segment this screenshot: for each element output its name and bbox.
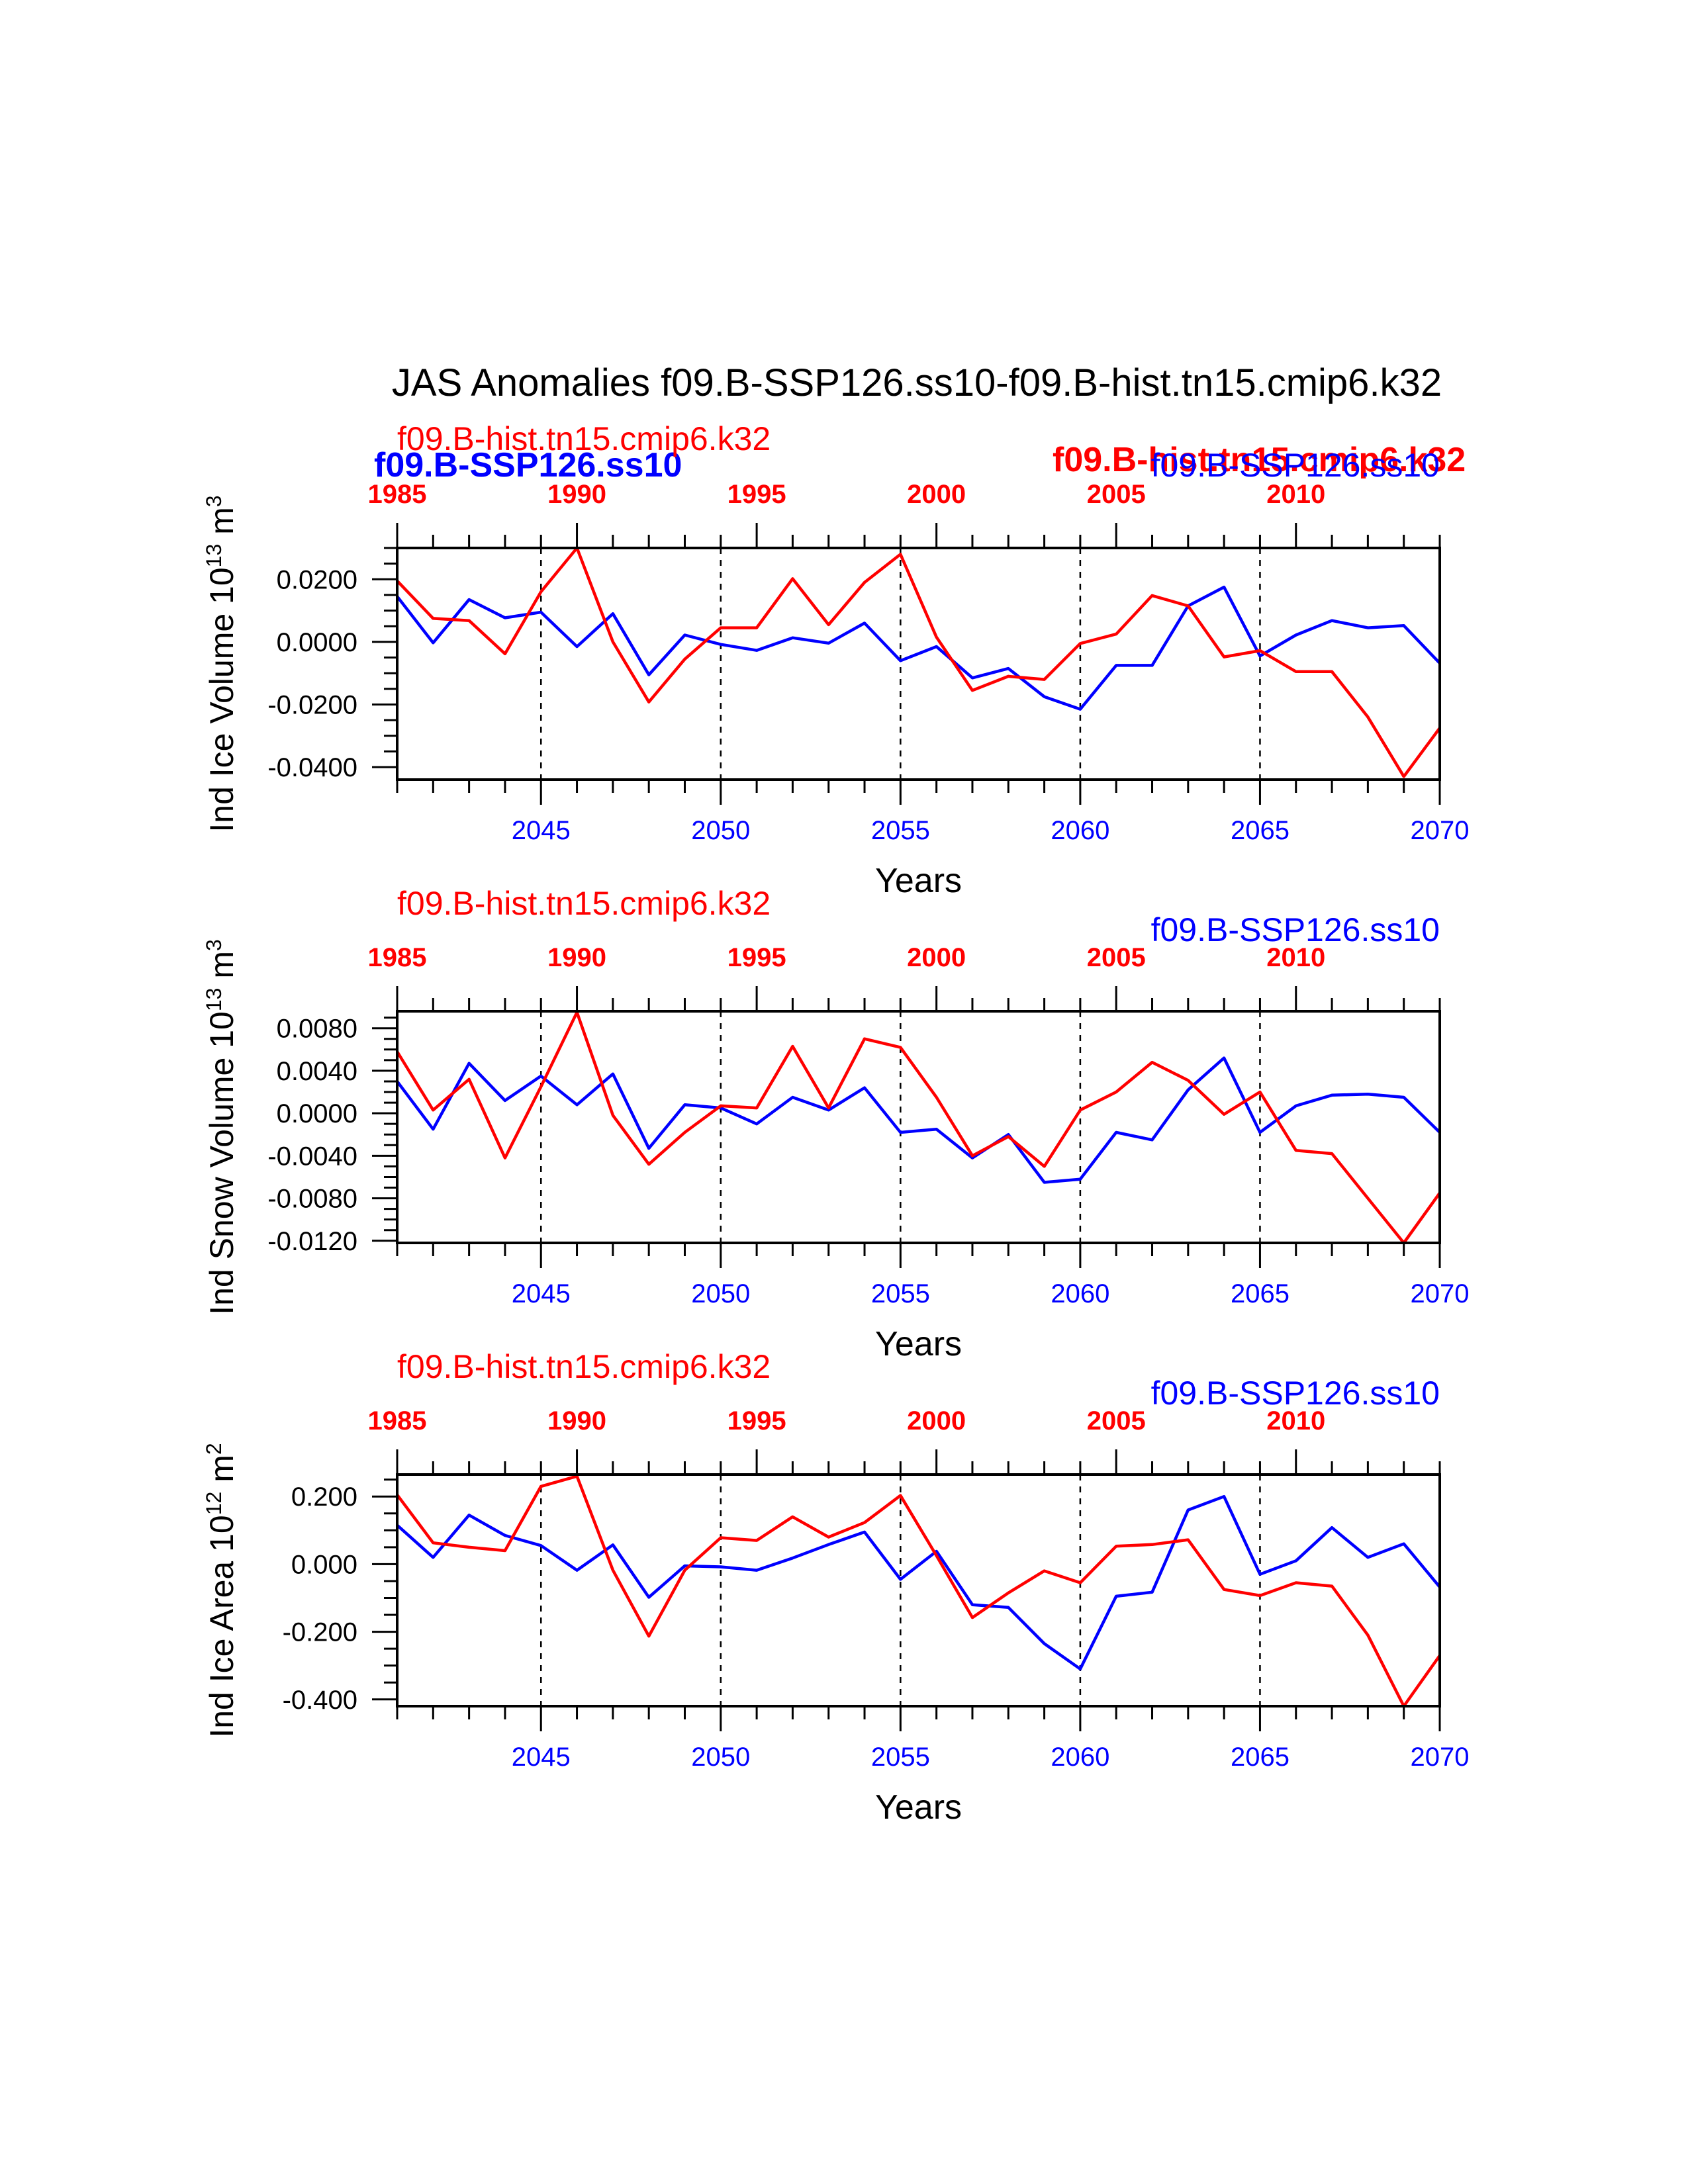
y-tick-label: -0.0040 — [267, 1142, 357, 1171]
top-x-tick-label: 1985 — [368, 1406, 427, 1435]
y-axis-label-unit: m — [203, 1455, 240, 1492]
hist-series-title: f09.B-hist.tn15.cmip6.k32 — [397, 885, 771, 922]
top-x-tick-label: 2000 — [907, 1406, 966, 1435]
top-x-tick-label: 2005 — [1087, 1406, 1146, 1435]
plot-frame — [396, 547, 1441, 781]
x-tick-label: 2070 — [1411, 1743, 1470, 1772]
series-line-ssp — [396, 1056, 1441, 1184]
top-x-tick-label: 1995 — [727, 1406, 786, 1435]
y-axis-label-main: Ind Ice Area 10 — [203, 1515, 240, 1737]
series-line-hist — [396, 1011, 1441, 1245]
y-tick-label: -0.0120 — [267, 1227, 357, 1256]
x-tick-label: 2065 — [1231, 816, 1289, 845]
x-tick-label: 2055 — [871, 816, 930, 845]
y-tick-label: 0.0080 — [277, 1015, 357, 1044]
series-line-hist — [396, 546, 1441, 778]
top-x-tick-label: 2000 — [907, 480, 966, 509]
top-x-tick-label: 2010 — [1266, 480, 1325, 509]
series-line-hist — [396, 1475, 1441, 1708]
y-axis-label-unit: m — [203, 951, 240, 988]
y-axis-label: Ind Ice Area 1012 m2 — [202, 1443, 240, 1737]
panel-ice-volume: 2045 2050 2055 2060 2065 2070 1985 1990 1995 2000… — [202, 420, 1469, 900]
hist-series-title: f09.B-hist.tn15.cmip6.k32 — [397, 420, 771, 457]
ssp-series-title: f09.B-SSP126.ss10 — [1151, 1375, 1440, 1412]
y-axis-label: Ind Ice Volume 1013 m3 — [202, 495, 240, 832]
y-tick-label: 0.0000 — [277, 628, 357, 657]
x-axis-label: Years — [875, 1325, 962, 1363]
x-tick-label: 2055 — [871, 1743, 930, 1772]
y-axis-label-exponent: 12 — [202, 1492, 226, 1516]
y-axis-label-main: Ind Ice Volume 10 — [203, 567, 240, 832]
top-x-tick-label: 2010 — [1266, 1406, 1325, 1435]
x-tick-label: 2055 — [871, 1279, 930, 1308]
top-x-tick-label: 2005 — [1087, 480, 1146, 509]
y-axis-label-exponent: 13 — [202, 988, 226, 1012]
hist-series-title: f09.B-hist.tn15.cmip6.k32 — [397, 1348, 771, 1385]
x-tick-label: 2060 — [1051, 816, 1109, 845]
x-tick-label: 2045 — [512, 816, 571, 845]
top-x-tick-label: 1990 — [547, 1406, 606, 1435]
x-axis-label: Years — [875, 862, 962, 900]
y-tick-label: -0.400 — [283, 1686, 357, 1715]
top-x-tick-label: 2010 — [1266, 943, 1325, 972]
top-x-tick-label: 1995 — [727, 943, 786, 972]
x-tick-label: 2070 — [1411, 816, 1470, 845]
ssp-series-title: f09.B-SSP126.ss10 — [1151, 447, 1440, 484]
overlap-labels: f09.B-SSP126.ss10 f09.B-hist.tn15.cmip6.… — [374, 441, 1466, 484]
top-x-tick-label: 2000 — [907, 943, 966, 972]
y-axis-label-unit-exponent: 3 — [202, 495, 226, 507]
y-tick-label: 0.0200 — [277, 565, 357, 594]
y-axis-label-unit-exponent: 3 — [202, 939, 226, 951]
y-tick-label: 0.0000 — [277, 1099, 357, 1128]
y-axis-label-unit: m — [203, 507, 240, 544]
y-tick-label: 0.0040 — [277, 1057, 357, 1086]
ssp-label-overlap-left: f09.B-SSP126.ss10 — [374, 446, 682, 484]
top-x-tick-label: 1990 — [547, 480, 606, 509]
x-tick-label: 2065 — [1231, 1743, 1289, 1772]
y-axis-label: Ind Snow Volume 1013 m3 — [202, 939, 240, 1315]
y-tick-label: 0.000 — [291, 1550, 357, 1579]
series-line-ssp — [396, 1494, 1441, 1671]
y-axis-label-exponent: 13 — [202, 544, 226, 568]
y-axis-label-main: Ind Snow Volume 10 — [203, 1011, 240, 1315]
main-title: JAS Anomalies f09.B-SSP126.ss10-f09.B-hi… — [392, 361, 1442, 404]
top-x-tick-label: 1995 — [727, 480, 786, 509]
series-line-ssp — [396, 585, 1441, 711]
panel-snow-volume: 2045 2050 2055 2060 2065 2070 1985 1990 1995 2000… — [202, 885, 1469, 1363]
plot-frame — [396, 1473, 1441, 1707]
y-axis-label-unit-exponent: 2 — [202, 1443, 226, 1455]
top-x-tick-label: 1985 — [368, 943, 427, 972]
x-tick-label: 2065 — [1231, 1279, 1289, 1308]
x-axis-label: Years — [875, 1788, 962, 1827]
top-x-tick-label: 2005 — [1087, 943, 1146, 972]
x-tick-label: 2045 — [512, 1279, 571, 1308]
y-tick-label: 0.200 — [291, 1482, 357, 1512]
x-tick-label: 2050 — [691, 816, 750, 845]
y-tick-label: -0.0200 — [267, 690, 357, 719]
x-tick-label: 2060 — [1051, 1743, 1109, 1772]
x-tick-label: 2050 — [691, 1279, 750, 1308]
y-tick-label: -0.200 — [283, 1618, 357, 1647]
y-tick-label: -0.0400 — [267, 753, 357, 782]
top-x-tick-label: 1985 — [368, 480, 427, 509]
panel-ice-area: 2045 2050 2055 2060 2065 2070 1985 1990 1995 2000… — [202, 1348, 1469, 1827]
x-tick-label: 2045 — [512, 1743, 571, 1772]
hist-label-overlap-right: f09.B-hist.tn15.cmip6.k32 — [1053, 441, 1466, 479]
y-tick-label: -0.0080 — [267, 1185, 357, 1214]
x-tick-label: 2070 — [1411, 1279, 1470, 1308]
top-x-tick-label: 1990 — [547, 943, 606, 972]
x-tick-label: 2060 — [1051, 1279, 1109, 1308]
plot-frame — [396, 1010, 1441, 1244]
ssp-series-title: f09.B-SSP126.ss10 — [1151, 911, 1440, 948]
x-tick-label: 2050 — [691, 1743, 750, 1772]
